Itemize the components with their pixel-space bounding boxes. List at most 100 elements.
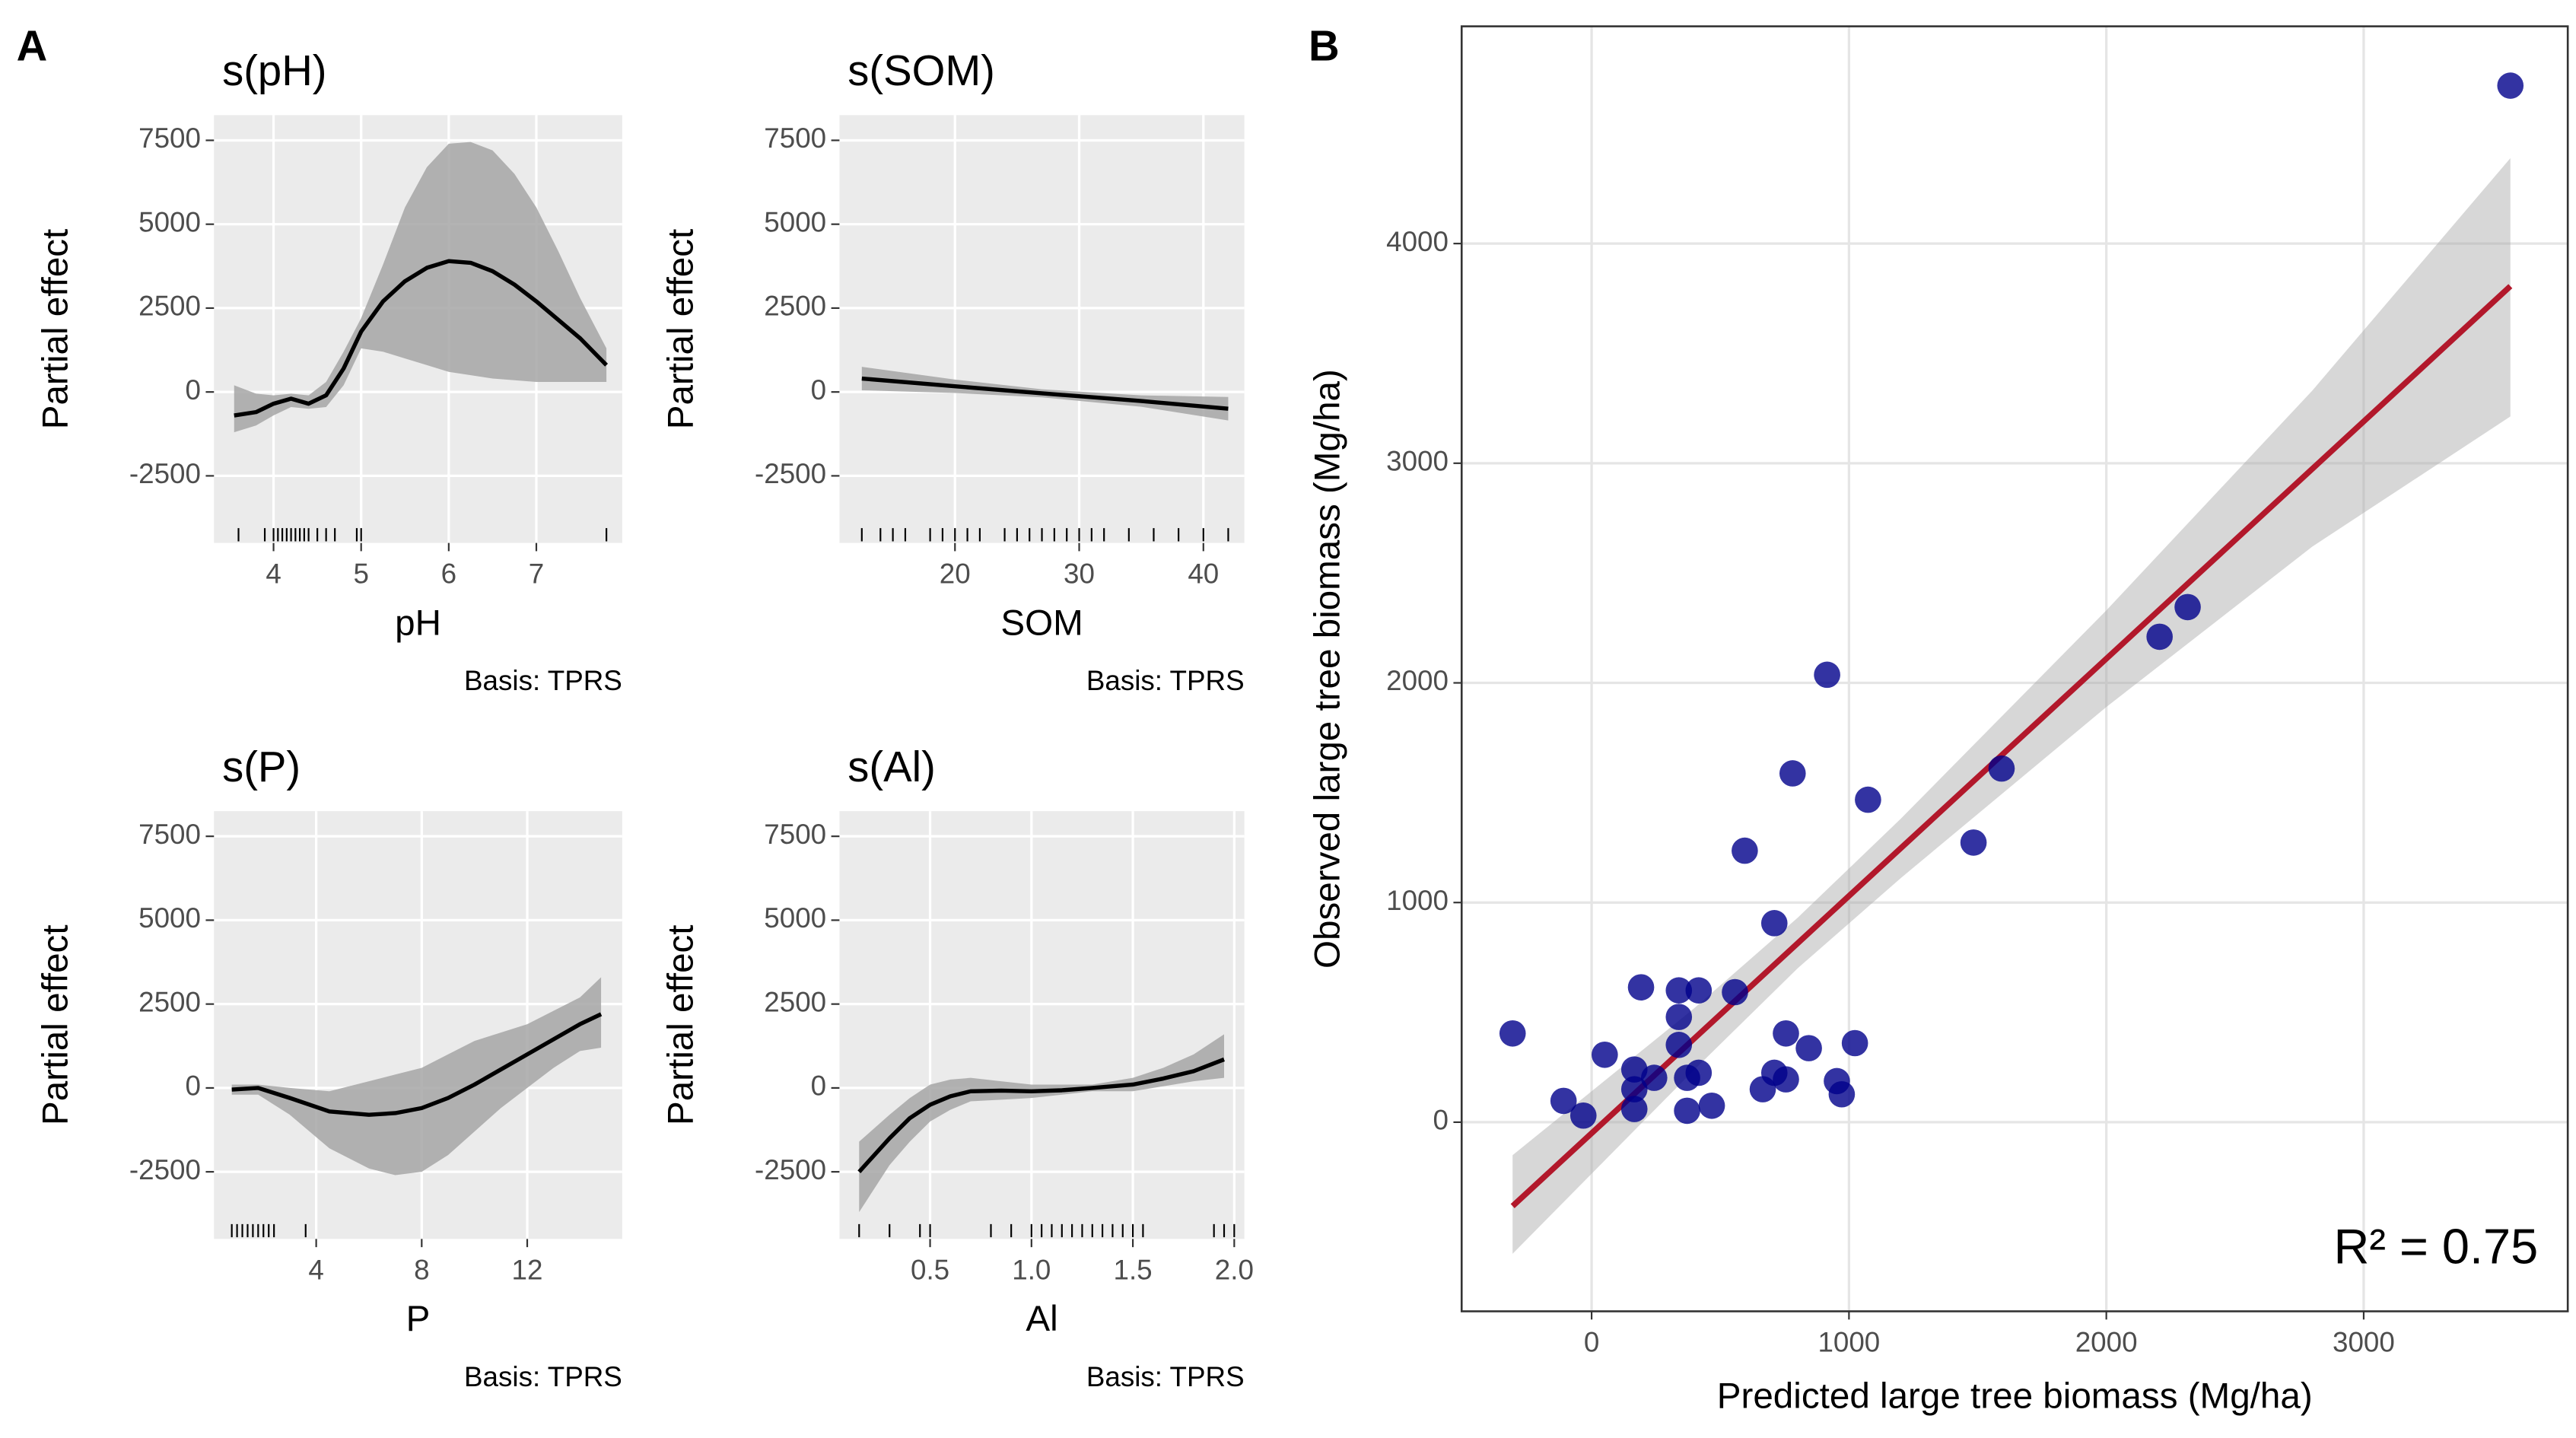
- y-tick-label: 5000: [764, 206, 826, 237]
- point: [1828, 1080, 1856, 1108]
- point: [2146, 623, 2173, 651]
- smooth-line: [861, 376, 1229, 411]
- x-tick-label: 1.0: [1012, 1254, 1051, 1285]
- point: [1773, 1020, 1799, 1047]
- y-tick-label: 0: [185, 374, 200, 406]
- x-axis-label: SOM: [1000, 603, 1083, 643]
- y-tick-label: 2500: [138, 986, 201, 1017]
- x-tick-label: 0: [1584, 1326, 1599, 1357]
- y-tick-label: 0: [185, 1071, 200, 1102]
- y-tick-label: 2500: [764, 291, 826, 322]
- point: [1841, 1029, 1868, 1057]
- confidence-band: [231, 977, 602, 1176]
- y-tick-label: 2500: [764, 986, 826, 1017]
- x-tick-label: 1000: [1818, 1326, 1880, 1357]
- point: [1620, 1096, 1648, 1122]
- y-tick-label: 0: [811, 1071, 826, 1102]
- confidence-band: [859, 1034, 1225, 1213]
- x-tick-label: 20: [940, 558, 971, 590]
- point: [1779, 760, 1806, 787]
- x-axis-label: Al: [1026, 1299, 1057, 1339]
- x-axis-label: P: [406, 1299, 431, 1339]
- x-axis-label: Predicted large tree biomass (Mg/ha): [1717, 1376, 2313, 1417]
- plot-border: [1460, 25, 2569, 1312]
- x-tick-label: 1.5: [1114, 1254, 1153, 1285]
- x-tick-label: 30: [1064, 558, 1095, 590]
- chart-title: s(SOM): [848, 46, 995, 94]
- chart-title: s(pH): [222, 46, 326, 94]
- x-tick-label: 40: [1188, 558, 1219, 590]
- x-tick-label: 4: [308, 1254, 323, 1285]
- point: [1795, 1035, 1822, 1061]
- panel: -2500 0 2500 5000 7500 4 8 12 s(P) P Partial effec…: [35, 743, 622, 1392]
- y-tick-label: 3000: [1386, 446, 1449, 477]
- caption: Basis: TPRS: [464, 1361, 622, 1392]
- caption: Basis: TPRS: [1086, 1361, 1245, 1392]
- caption: Basis: TPRS: [464, 665, 622, 696]
- panel: -2500 0 2500 5000 7500 4 5 6 7 s(pH) pH Partial eff…: [35, 46, 622, 696]
- y-tick-label: 4000: [1386, 226, 1449, 257]
- point: [1569, 1102, 1597, 1129]
- y-axis-label: Partial effect: [35, 924, 75, 1125]
- y-tick-label: 7500: [138, 819, 201, 850]
- point: [1814, 661, 1840, 689]
- y-tick-label: 2500: [138, 291, 201, 322]
- point: [1620, 1076, 1648, 1102]
- plot-area: [1499, 72, 2524, 1254]
- x-tick-label: 6: [441, 558, 456, 590]
- point: [1640, 1064, 1668, 1091]
- annotation: R² = 0.75: [2334, 1219, 2539, 1274]
- y-tick-label: 5000: [138, 206, 201, 237]
- y-tick-label: 5000: [138, 902, 201, 934]
- x-tick-label: 0.5: [911, 1254, 949, 1285]
- y-tick-label: 1000: [1386, 885, 1449, 916]
- y-tick-label: -2500: [129, 458, 201, 489]
- plot-background: [839, 811, 1245, 1239]
- point: [1674, 1097, 1700, 1125]
- y-tick-label: 5000: [764, 902, 826, 934]
- y-tick-label: 7500: [764, 122, 826, 154]
- point: [1685, 1059, 1713, 1086]
- point: [1773, 1066, 1799, 1093]
- plot-area: [231, 977, 603, 1238]
- panel-label: A: [17, 22, 48, 70]
- y-axis-label: Partial effect: [660, 229, 701, 430]
- point: [1665, 977, 1693, 1004]
- point: [1988, 755, 2015, 782]
- chart-title: s(P): [222, 743, 301, 791]
- point: [1960, 829, 1987, 856]
- point: [1685, 977, 1713, 1004]
- smooth-line: [234, 259, 609, 418]
- panel: -2500 0 2500 5000 7500 0.5 1.0 1.5 2.0 s(Al) Al Par…: [660, 743, 1253, 1392]
- point: [1732, 837, 1758, 864]
- point: [1627, 974, 1655, 1001]
- point: [1592, 1041, 1618, 1068]
- plot-background: [839, 115, 1245, 543]
- plot-area: [234, 142, 609, 542]
- plot-area: [860, 367, 1229, 542]
- chart-title: s(Al): [848, 743, 936, 791]
- x-tick-label: 2000: [2075, 1326, 2138, 1357]
- caption: Basis: TPRS: [1086, 665, 1245, 696]
- point: [1698, 1092, 1725, 1119]
- plot-area: [857, 1034, 1236, 1238]
- x-tick-label: 4: [266, 558, 281, 590]
- point: [1665, 1031, 1693, 1058]
- x-axis-label: pH: [395, 603, 441, 643]
- y-tick-label: -2500: [129, 1154, 201, 1185]
- y-tick-label: 2000: [1386, 665, 1449, 696]
- panel: 0 1000 2000 3000 4000 0 1000 2000 3000 R² = 0.75 P…: [1308, 25, 2569, 1417]
- y-tick-label: 0: [811, 374, 826, 406]
- y-tick-label: 7500: [764, 819, 826, 850]
- y-axis-label: Observed large tree biomass (Mg/ha): [1308, 369, 1348, 969]
- confidence-band: [234, 142, 607, 433]
- smooth-line: [231, 1012, 603, 1117]
- x-tick-label: 3000: [2333, 1326, 2395, 1357]
- x-tick-label: 2.0: [1215, 1254, 1254, 1285]
- point: [2174, 593, 2201, 621]
- point: [1620, 1056, 1648, 1083]
- x-tick-label: 12: [512, 1254, 543, 1285]
- panel: -2500 0 2500 5000 7500 20 30 40 s(SOM) SOM Partial…: [660, 46, 1245, 696]
